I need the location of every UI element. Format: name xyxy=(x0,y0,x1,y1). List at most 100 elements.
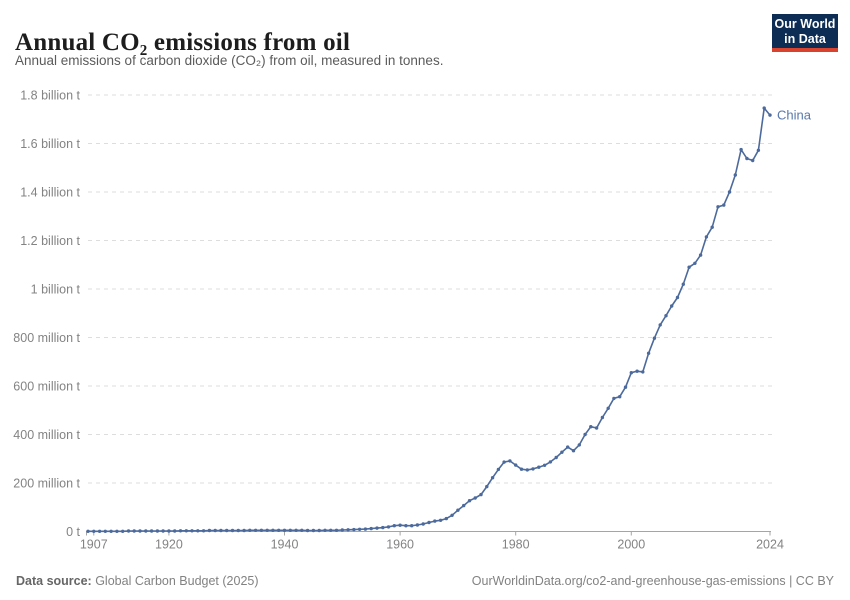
data-point xyxy=(305,528,310,533)
owid-logo[interactable]: Our World in Data xyxy=(772,14,838,52)
data-point xyxy=(375,526,379,530)
data-point xyxy=(519,467,524,471)
data-point xyxy=(716,205,720,209)
data-point xyxy=(450,513,454,517)
data-point xyxy=(288,528,292,532)
y-axis-tick-label: 0 t xyxy=(66,525,80,539)
data-point xyxy=(363,527,368,531)
data-point xyxy=(340,528,344,532)
data-point xyxy=(196,529,200,533)
data-source-text: Global Carbon Budget (2025) xyxy=(91,574,259,588)
data-point xyxy=(537,465,541,469)
data-point xyxy=(126,529,131,533)
data-point xyxy=(184,529,188,533)
data-point xyxy=(490,476,495,480)
data-point xyxy=(300,528,304,532)
y-axis-tick-label: 600 million t xyxy=(13,380,80,394)
data-point xyxy=(664,314,668,318)
citation-link[interactable]: OurWorldinData.org/co2-and-greenhouse-ga… xyxy=(471,574,834,588)
data-point xyxy=(149,529,154,533)
data-point xyxy=(381,525,385,530)
data-point xyxy=(629,371,633,375)
data-point xyxy=(623,385,628,389)
data-point xyxy=(132,529,136,533)
data-point xyxy=(259,528,264,532)
data-point xyxy=(398,523,402,527)
data-point xyxy=(207,528,212,533)
data-source-label: Data source: xyxy=(16,574,92,588)
data-point xyxy=(444,516,448,521)
y-axis-tick-label: 800 million t xyxy=(13,331,80,345)
data-point xyxy=(652,336,657,340)
data-point xyxy=(727,190,732,194)
y-axis-tick-label: 1.6 billion t xyxy=(20,137,80,151)
data-point xyxy=(427,520,431,525)
data-point xyxy=(479,492,483,497)
data-point xyxy=(97,529,102,533)
data-point xyxy=(386,525,391,529)
data-point xyxy=(282,528,287,532)
data-point xyxy=(190,529,194,533)
data-point xyxy=(178,529,183,533)
data-point xyxy=(600,415,605,420)
data-point xyxy=(658,323,662,327)
y-axis-tick-label: 1.8 billion t xyxy=(20,89,80,103)
data-point xyxy=(514,463,518,467)
y-axis-tick-label: 1.2 billion t xyxy=(20,234,80,248)
data-point xyxy=(693,261,697,265)
data-point xyxy=(635,369,639,373)
data-point xyxy=(560,450,564,454)
data-point xyxy=(323,528,327,532)
data-point xyxy=(687,265,691,269)
line-chart-svg: 0 t 200 million t 400 million t 600 million… xyxy=(13,89,811,552)
data-point xyxy=(433,519,437,523)
data-point xyxy=(762,106,766,110)
data-line-china xyxy=(87,107,771,533)
x-axis-tick-label: 1907 xyxy=(80,538,108,552)
data-point xyxy=(144,529,148,533)
data-point xyxy=(161,529,165,533)
data-point xyxy=(213,528,217,533)
data-point xyxy=(167,529,171,533)
data-point xyxy=(410,524,414,528)
data-point xyxy=(583,432,587,437)
data-point xyxy=(236,528,240,533)
data-point xyxy=(92,529,96,533)
data-point xyxy=(589,425,593,429)
data-point xyxy=(369,526,373,531)
data-point xyxy=(768,113,772,117)
owid-logo-line1: Our World xyxy=(774,17,836,31)
chart-plot-area[interactable]: 0 t 200 million t 400 million t 600 million… xyxy=(0,85,850,560)
data-point xyxy=(751,158,755,163)
data-point xyxy=(311,528,316,533)
x-axis-tick-label: 1960 xyxy=(386,538,414,552)
data-point xyxy=(317,528,321,533)
data-point xyxy=(733,173,737,177)
data-point xyxy=(219,528,223,533)
data-point xyxy=(109,529,113,533)
data-point xyxy=(225,528,229,533)
data-point xyxy=(201,529,206,533)
x-axis-tick-label: 2024 xyxy=(756,538,784,552)
data-point xyxy=(571,449,576,453)
data-point xyxy=(438,518,443,522)
data-point xyxy=(739,147,743,152)
data-point xyxy=(698,253,703,257)
data-point xyxy=(271,528,275,532)
data-point xyxy=(86,529,90,533)
data-point xyxy=(646,351,651,355)
data-point xyxy=(756,148,761,152)
y-axis-tick-label: 400 million t xyxy=(13,428,80,442)
data-point xyxy=(745,156,749,161)
data-point xyxy=(242,528,246,533)
data-point xyxy=(710,225,714,229)
data-point xyxy=(612,396,616,401)
data-point xyxy=(346,528,350,532)
data-point xyxy=(542,463,547,467)
data-point xyxy=(357,527,362,531)
data-point xyxy=(670,304,674,308)
data-point xyxy=(421,522,425,526)
data-point xyxy=(334,528,339,532)
data-point xyxy=(473,496,477,500)
data-point xyxy=(138,529,142,533)
